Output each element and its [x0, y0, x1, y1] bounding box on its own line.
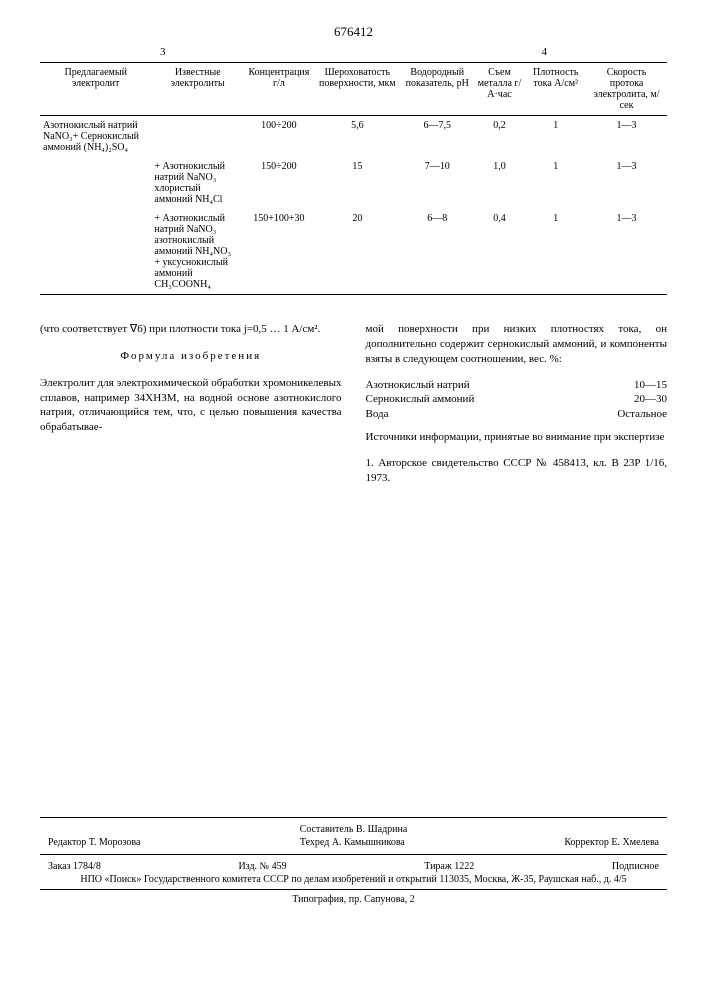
compiler: Составитель В. Шадрина: [40, 824, 667, 835]
table-cell: 1: [525, 157, 586, 209]
col-flowrate: Скорость протока электролита, м/сек: [586, 63, 667, 116]
ratio-name: Вода: [366, 407, 389, 422]
col-conc: Концентрация г/л: [244, 63, 314, 116]
right-p1: мой поверхности при низких плотностях то…: [366, 322, 668, 367]
ratio-list: Азотнокислый натрий10—15Сернокислый аммо…: [366, 378, 668, 423]
ratio-value: Остальное: [617, 407, 667, 422]
table-cell: [40, 157, 151, 209]
comparison-table: Предлагаемый электролит Известные электр…: [40, 62, 667, 295]
page-numbers: 3 4: [40, 46, 667, 58]
ratio-value: 10—15: [634, 378, 667, 393]
col-electrolyte: Предлагаемый электролит: [40, 63, 151, 116]
subscription: Подписное: [612, 861, 659, 872]
table-row: + Азотнокислый натрий NaNO₃ хлористый ам…: [40, 157, 667, 209]
table-cell: 7—10: [401, 157, 474, 209]
left-p2: Электролит для электрохимической обработ…: [40, 376, 342, 435]
table-cell: 15: [314, 157, 401, 209]
ratio-value: 20—30: [634, 392, 667, 407]
table-row: Азотнокислый натрий NaNO₃+ Сернокислый а…: [40, 116, 667, 158]
table-cell: 1: [525, 209, 586, 295]
edition-num: Изд. № 459: [238, 861, 286, 872]
sources-title: Источники информации, принятые во вниман…: [366, 430, 668, 445]
ratio-row: Сернокислый аммоний 20—30: [366, 392, 668, 407]
footer: Составитель В. Шадрина Редактор Т. Мороз…: [40, 817, 667, 905]
two-column-text: (что соответствует ∇6) при плотности ток…: [40, 311, 667, 497]
col-rough: Шероховатость поверхности, мкм: [314, 63, 401, 116]
table-cell: 6—7,5: [401, 116, 474, 158]
typography: Типография, пр. Сапунова, 2: [40, 894, 667, 905]
corrector: Корректор Е. Хмелева: [564, 837, 659, 848]
table-cell: 6—8: [401, 209, 474, 295]
table-cell: 1—3: [586, 209, 667, 295]
table-cell: 20: [314, 209, 401, 295]
table-cell: 1,0: [474, 157, 526, 209]
table-cell: [40, 209, 151, 295]
page-right: 4: [542, 46, 548, 58]
col-known: Известные электролиты: [151, 63, 244, 116]
organization: НПО «Поиск» Государственного комитета СС…: [40, 874, 667, 885]
print-run: Тираж 1222: [424, 861, 474, 872]
ratio-row: Вода Остальное: [366, 407, 668, 422]
editor: Редактор Т. Морозова: [48, 837, 140, 848]
right-column: мой поверхности при низких плотностях то…: [366, 311, 668, 497]
table-cell: + Азотнокислый натрий NaNO₃ азотнокислый…: [151, 209, 244, 295]
page-left: 3: [160, 46, 166, 58]
left-column: (что соответствует ∇6) при плотности ток…: [40, 311, 342, 497]
table-cell: 0,2: [474, 116, 526, 158]
col-density: Плотность тока А/см²: [525, 63, 586, 116]
table-cell: 150+100+30: [244, 209, 314, 295]
table-row: + Азотнокислый натрий NaNO₃ азотнокислый…: [40, 209, 667, 295]
col-removal: Съем металла г/А·час: [474, 63, 526, 116]
ratio-name: Азотнокислый натрий: [366, 378, 470, 393]
table-cell: 5,6: [314, 116, 401, 158]
table-cell: 100÷200: [244, 116, 314, 158]
table-cell: + Азотнокислый натрий NaNO₃ хлористый ам…: [151, 157, 244, 209]
ratio-row: Азотнокислый натрий 10—15: [366, 378, 668, 393]
order-num: Заказ 1784/8: [48, 861, 101, 872]
source-1: 1. Авторское свидетельство СССР № 458413…: [366, 456, 668, 486]
formula-title: Формула изобретения: [40, 349, 342, 364]
table-cell: 0,4: [474, 209, 526, 295]
table-cell: 1—3: [586, 157, 667, 209]
table-cell: [151, 116, 244, 158]
tech-editor: Техред А. Камышникова: [300, 837, 405, 848]
left-p1: (что соответствует ∇6) при плотности ток…: [40, 322, 342, 337]
table-cell: Азотнокислый натрий NaNO₃+ Сернокислый а…: [40, 116, 151, 158]
table-cell: 1: [525, 116, 586, 158]
table-cell: 1—3: [586, 116, 667, 158]
col-ph: Водородный показатель, pH: [401, 63, 474, 116]
table-cell: 150÷200: [244, 157, 314, 209]
patent-number: 676412: [40, 24, 667, 40]
ratio-name: Сернокислый аммоний: [366, 392, 475, 407]
